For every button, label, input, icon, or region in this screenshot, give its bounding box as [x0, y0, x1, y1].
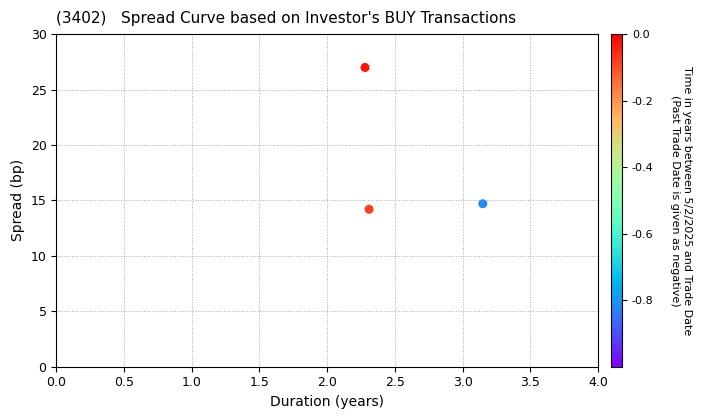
Y-axis label: Time in years between 5/2/2025 and Trade Date
(Past Trade Date is given as negat: Time in years between 5/2/2025 and Trade…: [670, 66, 692, 335]
Point: [359, 64, 371, 71]
Text: (3402)   Spread Curve based on Investor's BUY Transactions: (3402) Spread Curve based on Investor's …: [56, 11, 516, 26]
Y-axis label: Spread (bp): Spread (bp): [11, 159, 25, 242]
X-axis label: Duration (years): Duration (years): [270, 395, 384, 409]
Point: [364, 206, 375, 213]
Point: [477, 200, 489, 207]
